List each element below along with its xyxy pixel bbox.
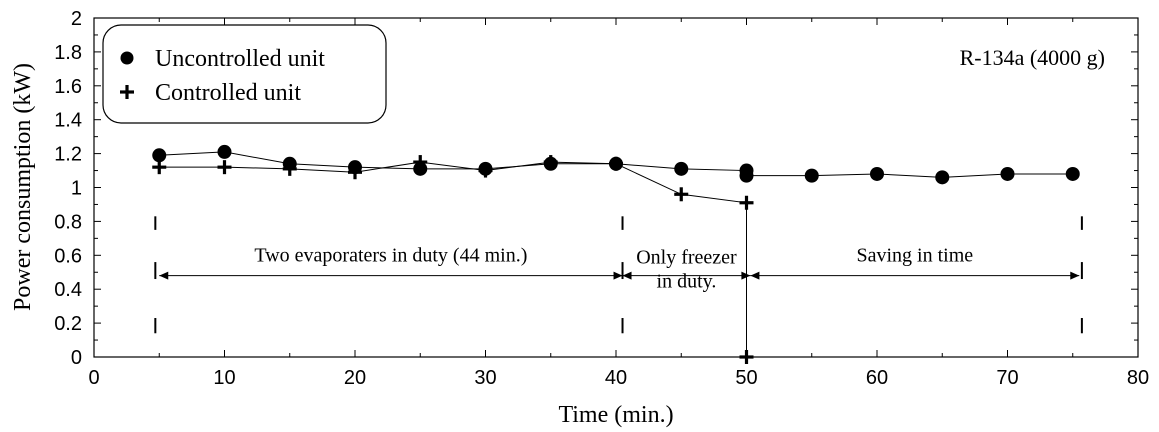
data-point-controlled [478,163,493,178]
legend-box [102,24,387,124]
y-tick-label: 1.8 [54,42,82,64]
series-line [159,151,1073,178]
arrow-head [622,271,632,280]
x-tick-label: 30 [474,367,496,389]
annotation-label: in duty. [657,271,717,293]
data-point-controlled [217,160,232,175]
legend-marker-uncontrolled [120,51,134,65]
x-tick-label: 0 [88,367,99,389]
data-point-controlled [674,187,689,202]
refrigerant-note: R-134a (4000 g) [960,45,1105,70]
data-point-uncontrolled [739,168,754,183]
tick-labels: 0 10 20 30 40 50 60 70 80 0 0.2 0.4 0.6 0.8 1 1.2 1.4 1.6… [54,8,1149,389]
data-point-uncontrolled [870,166,884,181]
data-point-uncontrolled [1000,166,1015,181]
series-markers [152,144,1080,364]
legend-label-uncontrolled: Uncontrolled unit [155,46,325,72]
data-point-uncontrolled [1065,166,1080,181]
arrow-head [159,271,169,280]
legend-label-controlled: Controlled unit [155,80,301,106]
annotation-label: Saving in time [857,244,974,266]
axes [93,17,1139,358]
legend-marker-controlled [120,85,134,99]
annotation-label: Two evaporaters in duty (44 min.) [254,244,527,266]
data-point-uncontrolled [804,168,819,183]
y-tick-label: 1.6 [54,76,82,98]
y-tick-label: 1.4 [54,110,82,132]
data-point-controlled [282,161,297,176]
data-point-controlled [739,195,754,210]
data-point-controlled [152,160,167,175]
x-axis-label: Time (min.) [558,402,673,428]
y-tick-label: 0.4 [54,279,82,301]
annotation-label: Only freezer [636,247,737,269]
y-tick-label: 0 [71,347,82,369]
data-point-controlled [413,155,428,170]
y-tick-label: 2 [71,8,82,30]
legend: Uncontrolled unit Controlled unit [102,24,387,124]
data-point-controlled [543,155,558,170]
y-tick-label: 1.2 [54,144,82,166]
data-point-controlled [739,350,754,364]
arrow-head [741,271,751,280]
x-tick-label: 10 [213,367,235,389]
y-tick-label: 1 [71,178,82,200]
x-tick-label: 80 [1127,367,1149,389]
x-tick-label: 50 [735,367,757,389]
y-tick-label: 0.8 [54,211,82,233]
x-tick-label: 70 [996,367,1018,389]
y-axis-label: Power consumption (kW) [10,63,36,311]
annotations: Two evaporaters in duty (44 min.) Only fr… [154,216,1083,334]
x-tick-label: 40 [605,367,627,389]
data-point-uncontrolled [217,144,232,159]
x-tick-label: 60 [866,367,888,389]
data-point-controlled [609,156,623,171]
y-tick-label: 0.2 [54,313,82,335]
data-point-controlled [348,165,362,180]
y-tick-label: 0.6 [54,245,82,267]
arrow-head [1070,271,1080,280]
data-point-uncontrolled [152,148,167,163]
arrow-head [613,271,623,280]
data-point-uncontrolled [935,170,950,185]
arrow-head [750,271,760,280]
data-point-uncontrolled [674,161,689,176]
x-tick-label: 20 [344,367,366,389]
